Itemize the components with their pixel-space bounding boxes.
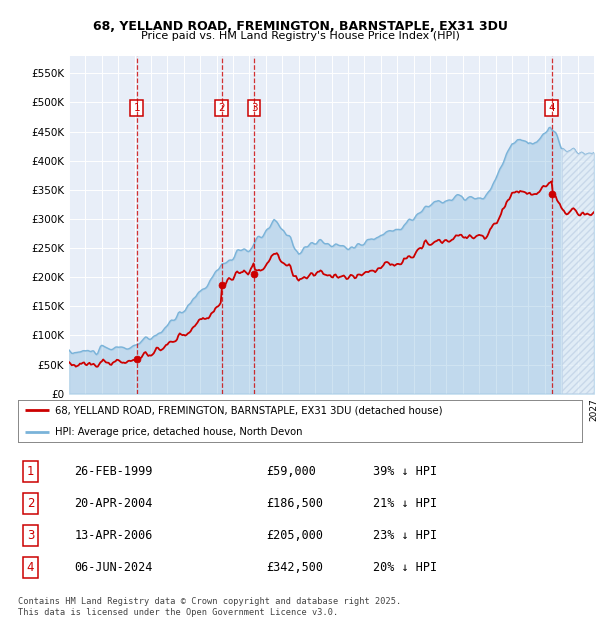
Text: 06-JUN-2024: 06-JUN-2024 [74,561,153,574]
Text: 1: 1 [26,464,34,477]
Text: 68, YELLAND ROAD, FREMINGTON, BARNSTAPLE, EX31 3DU (detached house): 68, YELLAND ROAD, FREMINGTON, BARNSTAPLE… [55,405,442,415]
Text: £186,500: £186,500 [266,497,323,510]
Text: 4: 4 [26,561,34,574]
Text: 20-APR-2004: 20-APR-2004 [74,497,153,510]
Text: 2: 2 [218,104,225,113]
Text: Contains HM Land Registry data © Crown copyright and database right 2025.
This d: Contains HM Land Registry data © Crown c… [18,598,401,617]
Text: £205,000: £205,000 [266,529,323,542]
Text: 2: 2 [26,497,34,510]
Text: Price paid vs. HM Land Registry's House Price Index (HPI): Price paid vs. HM Land Registry's House … [140,31,460,41]
Text: 23% ↓ HPI: 23% ↓ HPI [373,529,437,542]
Text: £59,000: £59,000 [266,464,316,477]
Text: £342,500: £342,500 [266,561,323,574]
Text: 3: 3 [251,104,257,113]
Text: 39% ↓ HPI: 39% ↓ HPI [373,464,437,477]
Text: 13-APR-2006: 13-APR-2006 [74,529,153,542]
Text: 3: 3 [27,529,34,542]
Text: 20% ↓ HPI: 20% ↓ HPI [373,561,437,574]
Text: 68, YELLAND ROAD, FREMINGTON, BARNSTAPLE, EX31 3DU: 68, YELLAND ROAD, FREMINGTON, BARNSTAPLE… [92,20,508,33]
Text: HPI: Average price, detached house, North Devon: HPI: Average price, detached house, Nort… [55,427,302,436]
Text: 26-FEB-1999: 26-FEB-1999 [74,464,153,477]
Text: 21% ↓ HPI: 21% ↓ HPI [373,497,437,510]
Text: 4: 4 [548,104,555,113]
Text: 1: 1 [133,104,140,113]
